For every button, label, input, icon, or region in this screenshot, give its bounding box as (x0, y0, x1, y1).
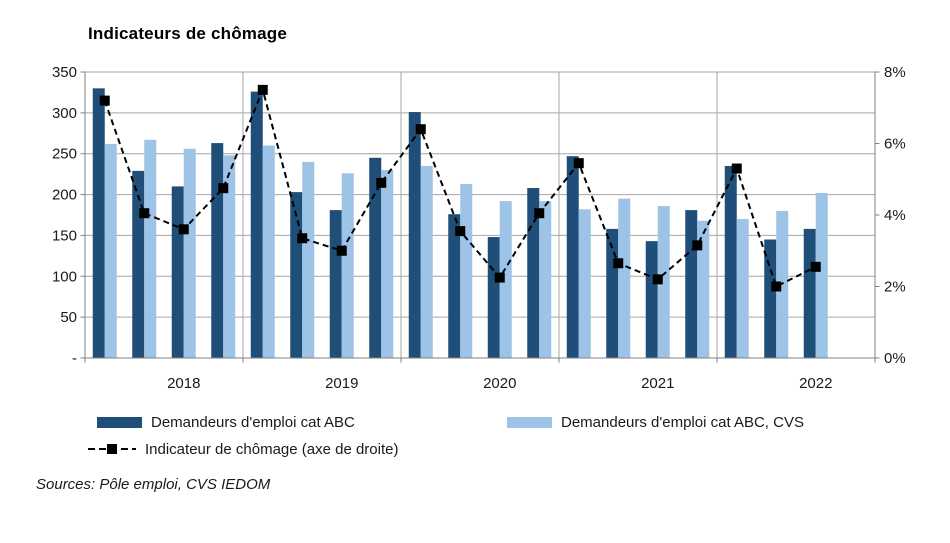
left-axis-label: 300 (52, 105, 77, 122)
bar-demandeurs-abc-cvs (144, 139, 157, 358)
rate-marker (455, 226, 466, 237)
bar-demandeurs-abc (329, 210, 342, 358)
bar-demandeurs-abc-cvs (697, 220, 710, 358)
bar-demandeurs-abc (685, 210, 698, 358)
rate-marker (771, 281, 782, 292)
bar-demandeurs-abc (408, 112, 421, 358)
bar-demandeurs-abc-cvs (183, 148, 196, 358)
bar-demandeurs-abc (290, 192, 303, 358)
right-axis-label: 6% (884, 136, 906, 153)
rate-marker (297, 233, 308, 244)
bar-demandeurs-abc (211, 143, 224, 358)
left-axis-label: - (72, 350, 77, 367)
year-label: 2022 (799, 375, 832, 392)
bar-demandeurs-abc (645, 241, 658, 358)
left-axis-label: 100 (52, 268, 77, 285)
bar-demandeurs-abc-cvs (657, 206, 670, 358)
legend-swatch-abc-icon (97, 416, 142, 428)
legend-swatch-abc-cvs-icon (507, 416, 552, 428)
rate-marker (139, 208, 150, 219)
rate-marker (494, 272, 505, 283)
rate-marker (573, 158, 584, 169)
rate-marker (178, 224, 189, 235)
left-axis-label: 250 (52, 146, 77, 163)
bar-demandeurs-abc-cvs (815, 192, 828, 358)
bar-demandeurs-abc-cvs (341, 173, 354, 358)
year-label: 2020 (483, 375, 516, 392)
bar-demandeurs-abc-cvs (104, 143, 117, 358)
bar-demandeurs-abc-cvs (302, 161, 315, 358)
left-axis-label: 200 (52, 187, 77, 204)
legend-item-rate: Indicateur de chômage (axe de droite) (88, 438, 398, 460)
bar-demandeurs-abc (250, 91, 263, 359)
year-label: 2018 (167, 375, 200, 392)
rate-marker (613, 258, 624, 269)
rate-marker (810, 261, 821, 272)
bar-demandeurs-abc-cvs (420, 165, 433, 358)
bar-demandeurs-abc (369, 157, 382, 358)
bar-demandeurs-abc (566, 156, 579, 358)
bar-demandeurs-abc-cvs (460, 183, 473, 358)
legend-label-abc-cvs: Demandeurs d'emploi cat ABC, CVS (561, 413, 804, 431)
rate-marker (652, 274, 663, 285)
bar-demandeurs-abc-cvs (223, 155, 236, 358)
legend-item-abc-cvs: Demandeurs d'emploi cat ABC, CVS (507, 411, 804, 433)
year-label: 2021 (641, 375, 674, 392)
rate-marker (218, 183, 229, 194)
bar-demandeurs-abc (724, 165, 737, 358)
rate-marker (731, 163, 742, 174)
source-note: Sources: Pôle emploi, CVS IEDOM (36, 476, 271, 493)
rate-marker (534, 208, 545, 219)
bar-demandeurs-abc-cvs (618, 198, 631, 358)
left-axis-label: 350 (52, 64, 77, 81)
rate-marker (257, 84, 268, 95)
bar-demandeurs-abc-cvs (539, 201, 552, 358)
legend-dashed-line-marker-icon (88, 444, 136, 454)
bar-demandeurs-abc-cvs (578, 209, 591, 358)
bar-demandeurs-abc (527, 188, 540, 358)
right-axis-label: 0% (884, 350, 906, 367)
chart-plot-area: 350 300 250 200 150 100 50 - 8% 6% 4% 2% 0% 2018 2019 2… (52, 64, 906, 392)
bar-demandeurs-abc (448, 214, 461, 358)
left-axis-label: 50 (60, 309, 77, 326)
bar-demandeurs-abc-cvs (499, 201, 512, 358)
bar-demandeurs-abc (606, 228, 619, 358)
rate-marker (415, 124, 426, 135)
bar-demandeurs-abc-cvs (736, 219, 749, 358)
rate-marker (692, 240, 703, 251)
bar-demandeurs-abc (764, 239, 777, 358)
left-axis-label: 150 (52, 227, 77, 244)
bar-demandeurs-abc-cvs (262, 145, 275, 358)
bar-demandeurs-abc-cvs (381, 170, 394, 358)
bar-demandeurs-abc (487, 237, 500, 358)
bar-demandeurs-abc (171, 186, 184, 358)
right-axis-label: 4% (884, 207, 906, 224)
rate-marker (99, 95, 110, 106)
right-axis-label: 2% (884, 279, 906, 296)
year-label: 2019 (325, 375, 358, 392)
right-axis-label: 8% (884, 64, 906, 81)
rate-marker (376, 177, 387, 188)
legend-item-abc: Demandeurs d'emploi cat ABC (97, 411, 355, 433)
bar-demandeurs-abc (803, 228, 816, 358)
chart-title: Indicateurs de chômage (88, 24, 288, 43)
bar-demandeurs-abc (92, 88, 105, 358)
legend-label-rate: Indicateur de chômage (axe de droite) (145, 440, 399, 458)
legend-label-abc: Demandeurs d'emploi cat ABC (151, 413, 355, 431)
rate-marker (336, 245, 347, 256)
